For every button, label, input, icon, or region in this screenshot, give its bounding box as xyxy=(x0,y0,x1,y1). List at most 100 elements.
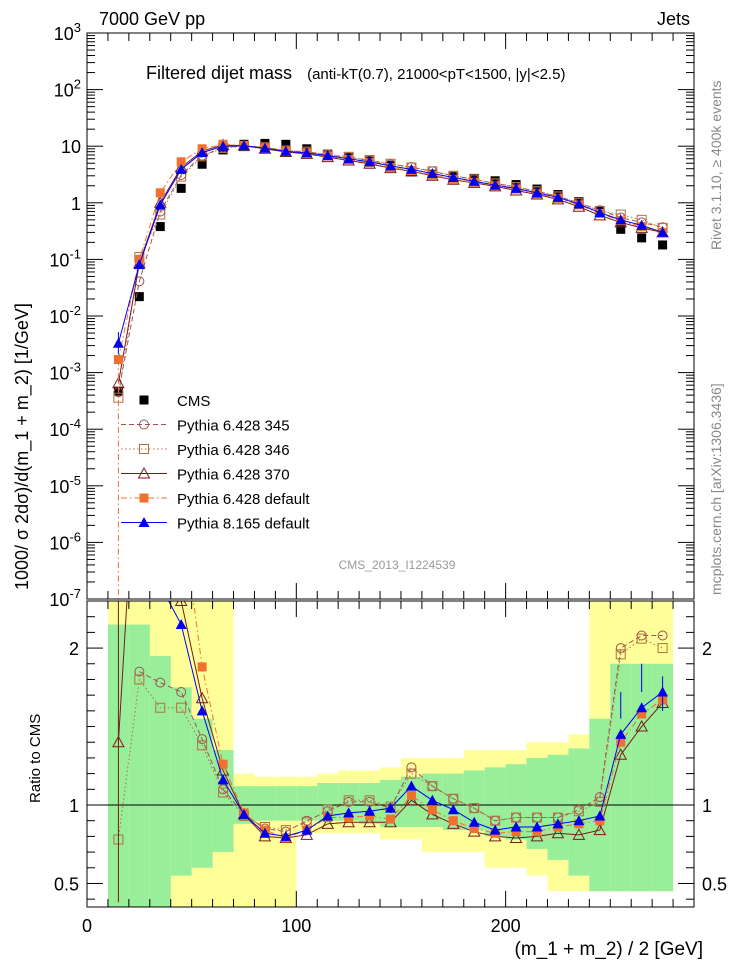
series-line xyxy=(117,145,663,344)
ratio-point xyxy=(615,728,627,739)
ratio-y-axis-label: Ratio to CMS xyxy=(27,714,44,803)
legend-label: Pythia 8.165 default xyxy=(177,516,310,533)
ratio-point xyxy=(321,817,335,829)
y-tick-base: 10 xyxy=(54,81,74,101)
green-inner-bin xyxy=(631,663,653,892)
data-point xyxy=(281,139,291,149)
header-right: Jets xyxy=(657,9,690,29)
data-point xyxy=(426,167,438,178)
analysis-label: CMS_2013_I1224539 xyxy=(339,558,456,572)
y-tick-label: 10-2 xyxy=(49,303,81,327)
green-inner-bin xyxy=(442,773,464,831)
legend-label: Pythia 6.428 370 xyxy=(177,467,290,484)
ratio-point xyxy=(155,677,166,688)
ratio-point xyxy=(636,633,647,644)
data-point xyxy=(489,179,501,190)
y-tick-base: 10 xyxy=(49,250,69,270)
ratio-point xyxy=(636,702,648,713)
y-tick-base: 10 xyxy=(54,24,74,44)
y-tick-base: 10 xyxy=(49,420,69,440)
ratio-point xyxy=(176,687,187,698)
data-point xyxy=(405,163,417,174)
data-point xyxy=(155,222,165,232)
ratio-point xyxy=(552,818,564,829)
ratio-point xyxy=(572,828,586,840)
ratio-point xyxy=(238,808,250,819)
y-tick-label: 10-3 xyxy=(49,360,81,384)
y-tick-exponent: -4 xyxy=(69,416,81,431)
data-point xyxy=(364,156,376,167)
data-point xyxy=(468,175,480,186)
ratio-point xyxy=(593,823,607,836)
ratio-point xyxy=(427,805,437,815)
green-inner-bin xyxy=(128,624,150,907)
y-tick-exponent: 2 xyxy=(74,77,81,92)
series-line xyxy=(117,145,663,393)
ratio-point xyxy=(614,748,628,760)
y-tick-label: 10-4 xyxy=(49,416,81,440)
green-inner-bin xyxy=(505,764,527,840)
ratio-point xyxy=(510,821,522,832)
main-frame xyxy=(86,32,695,600)
data-point xyxy=(133,259,145,270)
ratio-point xyxy=(468,816,480,827)
ratio-point xyxy=(196,705,208,716)
ratio-point xyxy=(573,815,585,826)
ratio-point xyxy=(447,804,459,815)
ratio-point xyxy=(218,787,229,798)
ratio-point xyxy=(489,824,501,835)
x-tick-label: 200 xyxy=(491,916,521,936)
ratio-point xyxy=(616,737,626,747)
y-tick-exponent: -5 xyxy=(69,473,81,488)
data-point xyxy=(637,233,647,243)
ratio-series xyxy=(112,580,669,903)
ratio-point xyxy=(155,580,166,590)
legend-marker xyxy=(137,466,151,479)
ratio-point xyxy=(406,768,417,779)
ratio-point xyxy=(594,810,606,821)
data-point xyxy=(301,147,313,158)
green-inner-bin xyxy=(652,663,674,892)
green-inner-bin xyxy=(254,786,276,821)
main-series xyxy=(112,138,669,599)
data-point xyxy=(510,182,522,193)
ratio-point xyxy=(176,702,187,713)
ratio-point xyxy=(280,830,292,841)
ratio-point xyxy=(427,781,438,792)
ratio-bands xyxy=(87,601,694,907)
green-inner-bin xyxy=(463,770,485,831)
ratio-point xyxy=(405,780,417,791)
ratio-point xyxy=(594,796,605,807)
y-tick-base: 10 xyxy=(49,477,69,497)
data-point xyxy=(176,183,186,193)
ratio-point xyxy=(635,720,649,732)
y-tick-label: 10-7 xyxy=(49,586,81,610)
mcplots-label: mcplots.cern.ch [arXiv:1306.3436] xyxy=(708,383,724,595)
ratio-y-tick-label: 2 xyxy=(69,639,79,659)
green-inner-bin xyxy=(296,786,318,821)
data-point xyxy=(531,187,543,198)
ratio-point xyxy=(637,709,647,719)
ratio-point xyxy=(469,824,479,834)
legend-marker xyxy=(139,493,149,503)
data-point xyxy=(280,145,292,156)
ratio-point xyxy=(365,811,375,821)
ratio-point xyxy=(615,643,626,654)
ratio-point xyxy=(657,630,668,641)
legend-label: Pythia 6.428 345 xyxy=(177,418,290,435)
ratio-point xyxy=(175,619,187,630)
y-tick-label: 103 xyxy=(54,20,81,44)
data-point xyxy=(154,199,166,210)
data-point xyxy=(175,163,187,174)
y-tick-base: 10 xyxy=(49,307,69,327)
ratio-point xyxy=(197,734,208,745)
x-axis-label: (m_1 + m_2) / 2 [GeV] xyxy=(515,939,704,960)
y-tick-base: 10 xyxy=(49,590,69,610)
data-point xyxy=(176,157,186,167)
green-inner-bin xyxy=(359,783,381,824)
ratio-point xyxy=(615,649,626,660)
ratio-point xyxy=(386,814,395,824)
green-inner-bin xyxy=(317,783,339,821)
series-line xyxy=(117,143,663,360)
data-point xyxy=(134,292,144,302)
